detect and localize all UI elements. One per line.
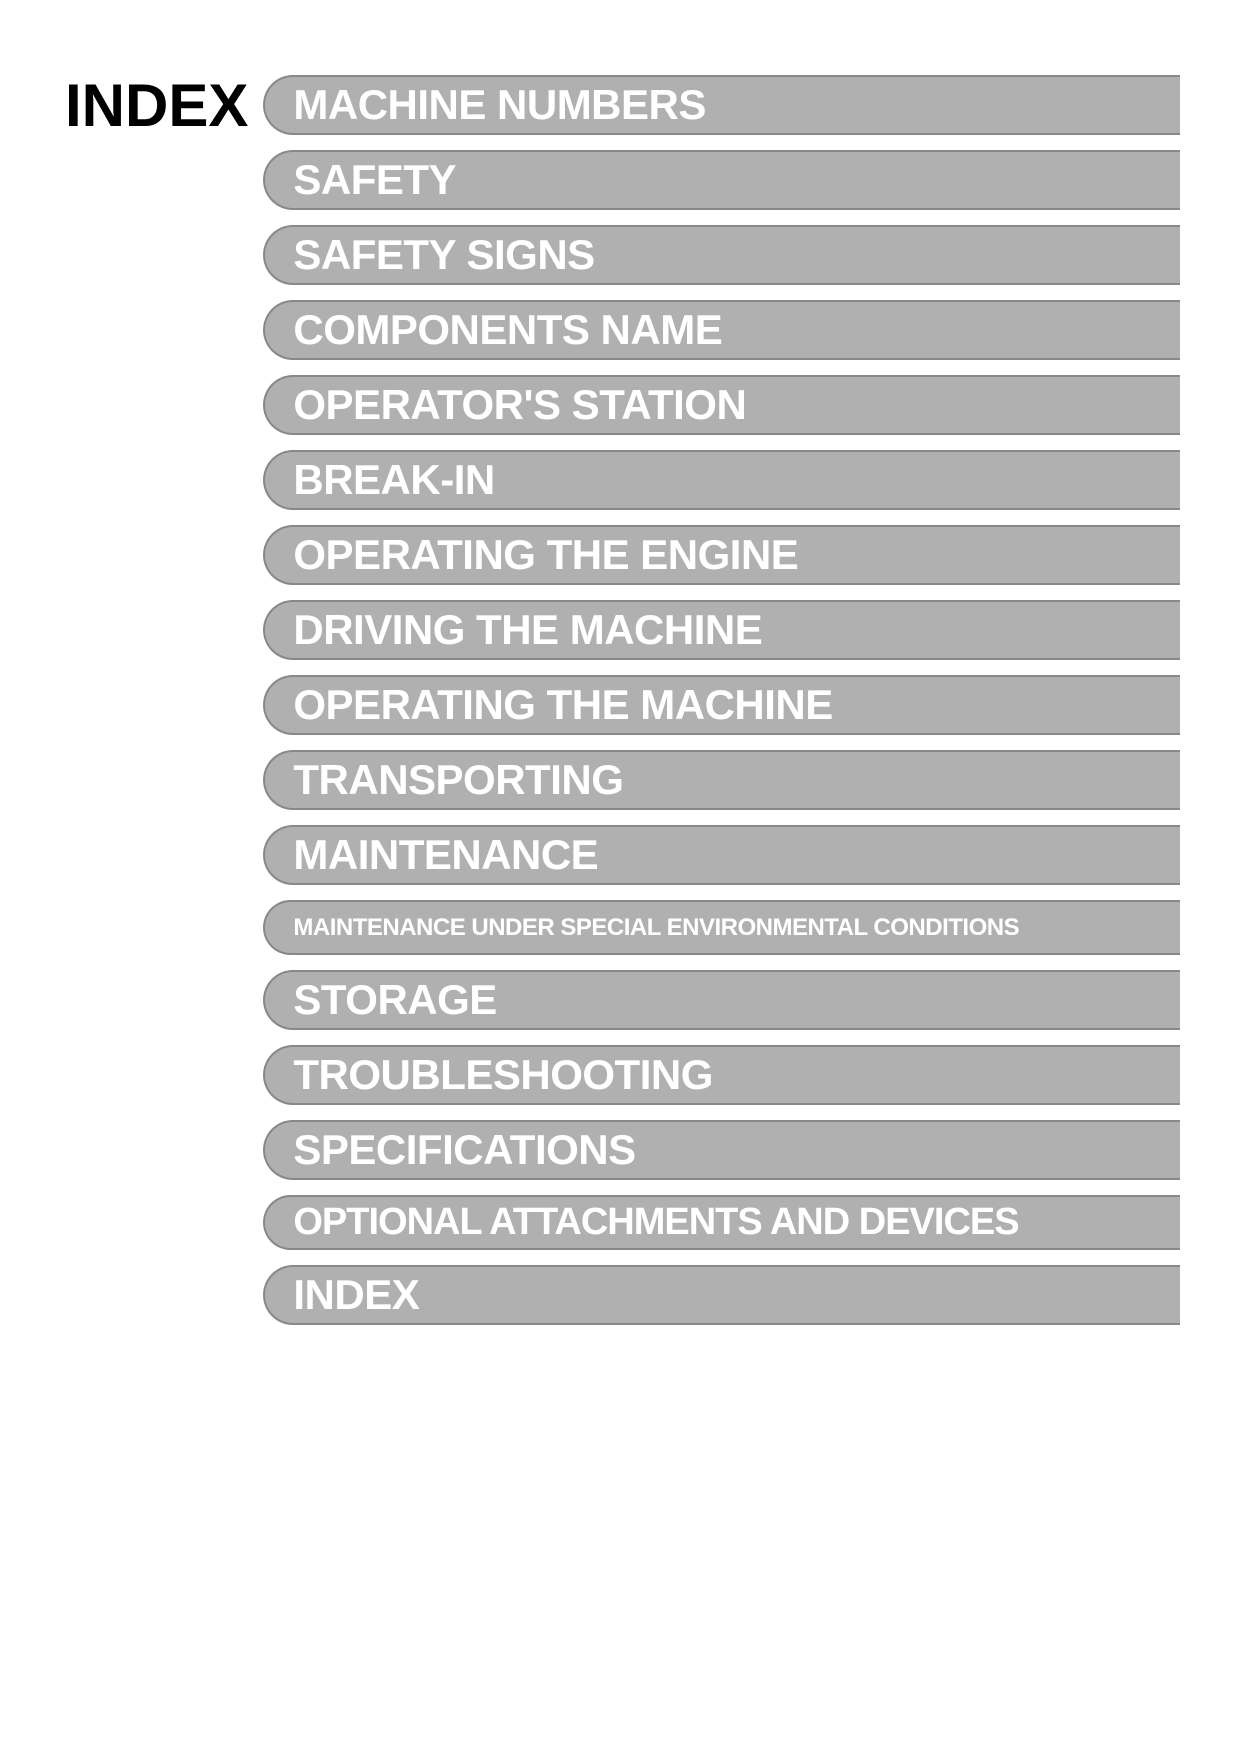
index-tab-label: OPERATING THE MACHINE (293, 681, 832, 729)
index-tab[interactable]: OPTIONAL ATTACHMENTS AND DEVICES (263, 1195, 1180, 1250)
index-tab-label: MACHINE NUMBERS (293, 81, 706, 129)
index-page: INDEX MACHINE NUMBERS SAFETY SAFETY SIGNS C… (65, 75, 1180, 1325)
tabs-column: MACHINE NUMBERS SAFETY SAFETY SIGNS COMPONE… (263, 75, 1180, 1325)
index-tab[interactable]: COMPONENTS NAME (263, 300, 1180, 360)
index-tab[interactable]: TROUBLESHOOTING (263, 1045, 1180, 1105)
index-tab-label: COMPONENTS NAME (293, 306, 722, 354)
index-tab-label: OPERATOR'S STATION (293, 381, 746, 429)
index-tab-label: TRANSPORTING (293, 756, 623, 804)
index-tab[interactable]: STORAGE (263, 970, 1180, 1030)
index-tab[interactable]: DRIVING THE MACHINE (263, 600, 1180, 660)
page-title: INDEX (65, 71, 263, 140)
layout-row: INDEX MACHINE NUMBERS SAFETY SAFETY SIGNS C… (65, 75, 1180, 1325)
index-tab[interactable]: SAFETY (263, 150, 1180, 210)
index-tab[interactable]: BREAK-IN (263, 450, 1180, 510)
index-tab-label: MAINTENANCE UNDER SPECIAL ENVIRONMENTAL … (293, 914, 1019, 942)
index-tab[interactable]: TRANSPORTING (263, 750, 1180, 810)
index-tab[interactable]: SAFETY SIGNS (263, 225, 1180, 285)
index-tab-label: DRIVING THE MACHINE (293, 606, 762, 654)
index-tab[interactable]: MAINTENANCE UNDER SPECIAL ENVIRONMENTAL … (263, 900, 1180, 955)
index-tab-label: BREAK-IN (293, 456, 494, 504)
index-tab-label: MAINTENANCE (293, 831, 598, 879)
index-tab[interactable]: OPERATING THE ENGINE (263, 525, 1180, 585)
index-tab-label: TROUBLESHOOTING (293, 1051, 713, 1099)
index-tab[interactable]: MACHINE NUMBERS (263, 75, 1180, 135)
index-tab[interactable]: SPECIFICATIONS (263, 1120, 1180, 1180)
index-tab[interactable]: OPERATOR'S STATION (263, 375, 1180, 435)
index-tab-label: SAFETY (293, 156, 456, 204)
index-tab-label: SAFETY SIGNS (293, 231, 594, 279)
index-tab[interactable]: MAINTENANCE (263, 825, 1180, 885)
index-tab-label: STORAGE (293, 976, 496, 1024)
index-tab[interactable]: INDEX (263, 1265, 1180, 1325)
index-tab[interactable]: OPERATING THE MACHINE (263, 675, 1180, 735)
index-tab-label: OPERATING THE ENGINE (293, 531, 798, 579)
index-tab-label: SPECIFICATIONS (293, 1126, 635, 1174)
index-tab-label: OPTIONAL ATTACHMENTS AND DEVICES (293, 1201, 1018, 1244)
index-tab-label: INDEX (293, 1271, 419, 1319)
